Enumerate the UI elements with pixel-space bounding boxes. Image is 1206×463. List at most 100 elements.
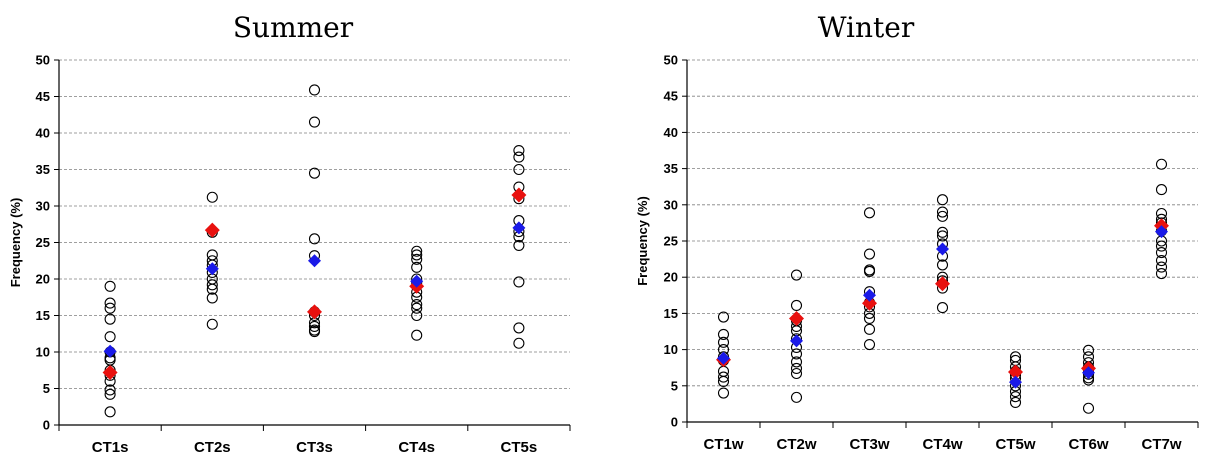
x-tick-label: CT4s bbox=[398, 439, 435, 456]
data-point bbox=[104, 406, 116, 418]
y-tick-label: 45 bbox=[36, 89, 50, 104]
data-point bbox=[513, 276, 525, 288]
x-tick-label: CT5w bbox=[995, 436, 1035, 453]
data-point bbox=[936, 206, 949, 218]
data-point bbox=[1155, 158, 1168, 170]
blue-diamond-marker bbox=[205, 262, 219, 276]
data-point bbox=[717, 328, 730, 340]
data-point bbox=[308, 320, 321, 333]
x-tick-label: CT7w bbox=[1141, 436, 1181, 453]
data-point bbox=[790, 356, 803, 368]
data-point bbox=[513, 322, 525, 334]
data-point bbox=[513, 151, 525, 163]
blue-diamond-marker bbox=[512, 221, 526, 235]
data-point bbox=[206, 318, 218, 330]
y-axis-label: Frequency (%) bbox=[8, 198, 23, 288]
data-point bbox=[104, 302, 116, 314]
y-tick-label: 15 bbox=[664, 306, 678, 321]
data-point bbox=[1155, 261, 1168, 273]
y-tick-label: 0 bbox=[43, 418, 50, 433]
x-tick-label: CT2w bbox=[776, 436, 816, 453]
x-tick-label: CT5s bbox=[501, 439, 538, 456]
data-point bbox=[513, 337, 525, 349]
x-tick-label: CT1w bbox=[703, 436, 743, 453]
blue-diamond-marker bbox=[103, 344, 117, 358]
data-point bbox=[308, 84, 321, 96]
blue-diamond-marker bbox=[410, 274, 424, 288]
data-point bbox=[717, 387, 730, 399]
data-point bbox=[411, 253, 423, 265]
data-point bbox=[1155, 207, 1168, 220]
y-tick-label: 50 bbox=[36, 53, 50, 68]
data-point bbox=[206, 249, 218, 261]
data-point bbox=[104, 313, 116, 325]
data-point bbox=[308, 233, 321, 245]
chart-title: Winter bbox=[818, 11, 915, 44]
blue-diamond-marker bbox=[717, 351, 730, 365]
data-point bbox=[308, 116, 321, 128]
data-point bbox=[936, 259, 949, 271]
y-tick-label: 40 bbox=[664, 125, 678, 140]
x-tick-label: CT2s bbox=[194, 439, 231, 456]
blue-diamond-marker bbox=[863, 288, 876, 302]
data-point bbox=[717, 375, 730, 388]
data-point bbox=[936, 302, 949, 314]
y-tick-label: 20 bbox=[664, 270, 678, 285]
data-point bbox=[863, 312, 876, 325]
data-point bbox=[1155, 240, 1168, 252]
red-diamond-marker bbox=[511, 187, 527, 203]
data-point bbox=[717, 365, 730, 377]
data-point bbox=[936, 230, 949, 242]
data-point bbox=[936, 194, 949, 206]
data-point bbox=[717, 311, 730, 323]
data-point bbox=[411, 245, 423, 257]
chart-title: Summer bbox=[233, 11, 354, 44]
y-tick-label: 25 bbox=[36, 235, 50, 250]
blue-diamond-marker bbox=[790, 334, 803, 348]
data-point bbox=[1155, 247, 1168, 259]
data-point bbox=[411, 309, 423, 322]
data-point bbox=[790, 269, 803, 281]
y-tick-label: 30 bbox=[664, 197, 678, 212]
data-point bbox=[411, 302, 423, 314]
y-tick-label: 30 bbox=[36, 199, 50, 214]
data-point bbox=[863, 248, 876, 260]
blue-diamond-marker bbox=[1155, 225, 1168, 239]
y-tick-label: 45 bbox=[664, 89, 678, 104]
data-point bbox=[104, 280, 116, 292]
data-point bbox=[863, 338, 876, 351]
data-point bbox=[1009, 396, 1022, 409]
x-tick-label: CT3w bbox=[849, 436, 889, 453]
y-tick-label: 50 bbox=[664, 53, 678, 68]
data-point bbox=[411, 261, 423, 273]
data-point bbox=[104, 331, 116, 343]
data-point bbox=[104, 297, 116, 309]
data-point bbox=[513, 163, 525, 176]
data-point bbox=[206, 292, 218, 304]
y-tick-label: 5 bbox=[43, 381, 50, 396]
y-tick-label: 20 bbox=[36, 272, 50, 287]
data-point bbox=[717, 336, 730, 348]
data-point bbox=[104, 384, 116, 396]
data-point bbox=[1009, 391, 1022, 403]
data-point bbox=[790, 362, 803, 374]
red-diamond-marker bbox=[307, 304, 322, 320]
y-tick-label: 10 bbox=[36, 345, 50, 360]
blue-diamond-marker bbox=[1009, 375, 1022, 389]
y-tick-label: 10 bbox=[664, 342, 678, 357]
x-tick-label: CT3s bbox=[296, 439, 333, 456]
y-tick-label: 25 bbox=[664, 234, 678, 249]
data-point bbox=[1155, 268, 1168, 280]
y-tick-label: 35 bbox=[664, 161, 678, 176]
data-point bbox=[790, 367, 803, 380]
blue-diamond-marker bbox=[308, 254, 321, 268]
blue-diamond-marker bbox=[1082, 366, 1095, 380]
data-point bbox=[863, 207, 876, 219]
y-tick-label: 40 bbox=[36, 126, 50, 141]
data-point bbox=[936, 210, 949, 222]
data-point bbox=[790, 391, 803, 403]
chart-panel-winter: Winter Frequency (%) 0 5 10 15 20 25 30 35 40 45 50 C… bbox=[635, 11, 1199, 453]
y-axis-label: Frequency (%) bbox=[635, 196, 650, 286]
y-tick-label: 15 bbox=[36, 308, 50, 323]
red-diamond-marker bbox=[204, 222, 220, 238]
